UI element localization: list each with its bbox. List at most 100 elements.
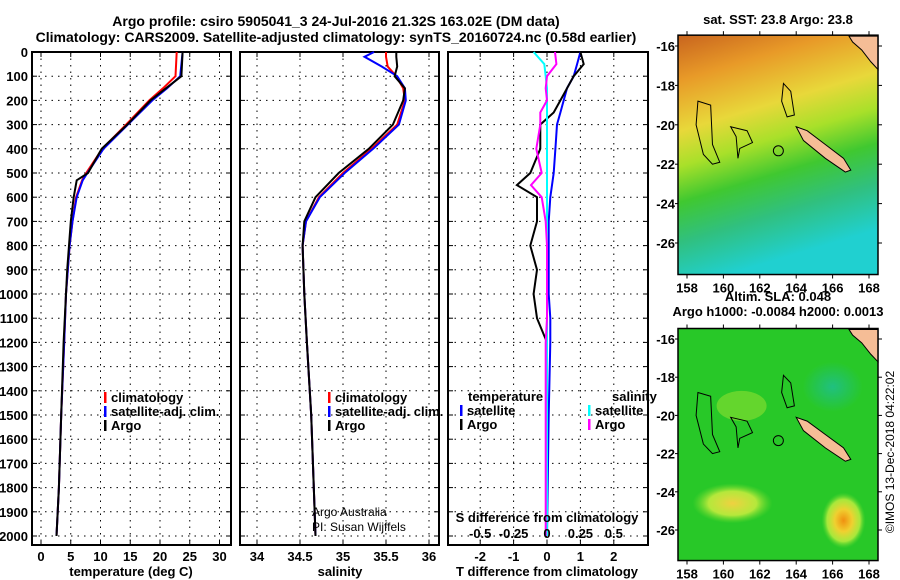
latitude-tick-label: -24 [656, 485, 676, 500]
depth-tick-label: 400 [6, 142, 28, 157]
t-diff-axis-label: T difference from climatology [456, 564, 639, 579]
longitude-tick-label: 158 [676, 567, 698, 580]
sla-map-subtitle: Argo h1000: -0.0084 h2000: 0.0013 [672, 304, 883, 319]
depth-tick-label: 1700 [0, 456, 28, 471]
salinity-legend-label: Argo [335, 418, 365, 433]
salinity-tick-label: 36 [422, 549, 436, 564]
land-new-caledonia [795, 416, 852, 462]
credit-pi: PI: Susan Wijffels [312, 520, 406, 534]
diff-s-argo-line [529, 51, 558, 536]
t-diff-legend-swatch [460, 419, 463, 430]
temperature-tick-label: 30 [212, 549, 226, 564]
sla-anomaly-high [821, 492, 866, 549]
s-diff-tick-label: 0 [543, 526, 550, 541]
land-new-caledonia [795, 125, 852, 173]
s-diff-tick-label: 0.25 [568, 526, 593, 541]
diff-t-argo-line [515, 51, 585, 536]
figure-title-line2: Climatology: CARS2009. Satellite-adjuste… [36, 29, 637, 45]
depth-tick-label: 100 [6, 69, 28, 84]
longitude-tick-label: 168 [858, 567, 880, 580]
s-diff-legend-label: Argo [595, 417, 625, 432]
temperature-legend-swatch [104, 392, 107, 403]
longitude-tick-label: 166 [822, 567, 844, 580]
t-diff-legend-label: Argo [467, 417, 497, 432]
s-diff-legend-swatch [588, 405, 591, 416]
salinity-legend-swatch [328, 392, 331, 403]
sst-map: 158 160 162 164 166 168 -16 -18 -20 -22 -24 -26 [656, 31, 882, 296]
latitude-tick-label: -16 [656, 332, 675, 347]
salinity-tick-label: 35.5 [373, 549, 398, 564]
temperature-legend-label: Argo [111, 418, 141, 433]
temperature-plot-frame [31, 51, 232, 546]
longitude-tick-label: 162 [749, 281, 771, 296]
sla-map: 158 160 162 164 166 168 -16 -18 -20 -22 -24 -26 [656, 324, 882, 580]
sst-map-frame [677, 34, 879, 276]
sla-map-title: Altim. SLA: 0.048 [725, 289, 831, 304]
depth-tick-label: 2000 [0, 529, 28, 544]
depth-tick-label: 1000 [0, 287, 28, 302]
t-diff-tick-label: -1 [508, 549, 520, 564]
reef-outline [729, 126, 754, 159]
longitude-tick-label: 166 [822, 281, 844, 296]
latitude-tick-label: -26 [656, 236, 675, 251]
longitude-tick-label: 160 [713, 281, 735, 296]
salinity-tick-label: 34 [250, 549, 265, 564]
imos-watermark: ©IMOS 13-Dec-2018 04:22:02 [883, 371, 897, 534]
latitude-tick-label: -18 [656, 78, 675, 93]
temperature-tick-label: 20 [153, 549, 167, 564]
temperature-axis-label: temperature (deg C) [69, 564, 193, 579]
temperature-tick-label: 10 [93, 549, 107, 564]
temperature-tick-label: 5 [67, 549, 74, 564]
longitude-tick-label: 164 [785, 281, 807, 296]
t-diff-tick-label: 2 [610, 549, 617, 564]
reef-outline [695, 391, 721, 455]
salinity-axis-label: salinity [318, 564, 364, 579]
t-diff-legend-swatch [460, 405, 463, 416]
depth-tick-label: 700 [6, 214, 28, 229]
s-diff-axis-label: S difference from climatology [456, 510, 640, 525]
depth-tick-label: 200 [6, 93, 28, 108]
latitude-tick-label: -26 [656, 523, 675, 538]
s-diff-tick-label: 0.5 [605, 526, 623, 541]
depth-tick-label: 1900 [0, 505, 28, 520]
salinity-legend-swatch [328, 420, 331, 431]
argo-position-marker [772, 435, 784, 447]
t-legend-heading: temperature [468, 389, 543, 404]
temperature-legend-label: satellite-adj. clim. [111, 404, 219, 419]
longitude-tick-label: 168 [858, 281, 880, 296]
temperature-Argo-line [55, 51, 184, 537]
salinity-legend-swatch [328, 406, 331, 417]
longitude-tick-label: 158 [676, 281, 698, 296]
temperature-tick-label: 0 [37, 549, 44, 564]
temperature-tick-label: 15 [123, 549, 137, 564]
s-legend-heading: salinity [612, 389, 658, 404]
reef-outline [729, 416, 754, 448]
sla-anomaly-low [802, 361, 863, 412]
latitude-tick-label: -18 [656, 370, 675, 385]
t-diff-tick-label: -2 [474, 549, 486, 564]
s-diff-tick-label: -0.5 [469, 526, 491, 541]
depth-tick-label: 1800 [0, 481, 28, 496]
salinity-plot-frame [239, 51, 440, 546]
sla-map-frame [677, 327, 879, 562]
s-diff-tick-label: -0.25 [499, 526, 529, 541]
depth-tick-label: 500 [6, 166, 28, 181]
depth-tick-label: 1600 [0, 432, 28, 447]
t-diff-tick-label: 1 [577, 549, 584, 564]
sst-field [678, 35, 878, 275]
salinity-tick-label: 34.5 [287, 549, 312, 564]
depth-tick-label: 800 [6, 239, 28, 254]
longitude-tick-label: 164 [785, 567, 807, 580]
reef-outline [781, 82, 795, 118]
t-diff-tick-label: 0 [543, 549, 550, 564]
depth-tick-label: 1500 [0, 408, 28, 423]
depth-tick-label: 0 [21, 45, 28, 60]
reef-outline [695, 100, 721, 165]
depth-tick-label: 1200 [0, 335, 28, 350]
temperature-legend-label: climatology [111, 390, 184, 405]
salinity-Argo-line [301, 52, 406, 537]
latitude-tick-label: -20 [656, 408, 675, 423]
sla-anomaly-high [716, 390, 767, 421]
latitude-tick-label: -24 [656, 197, 676, 212]
